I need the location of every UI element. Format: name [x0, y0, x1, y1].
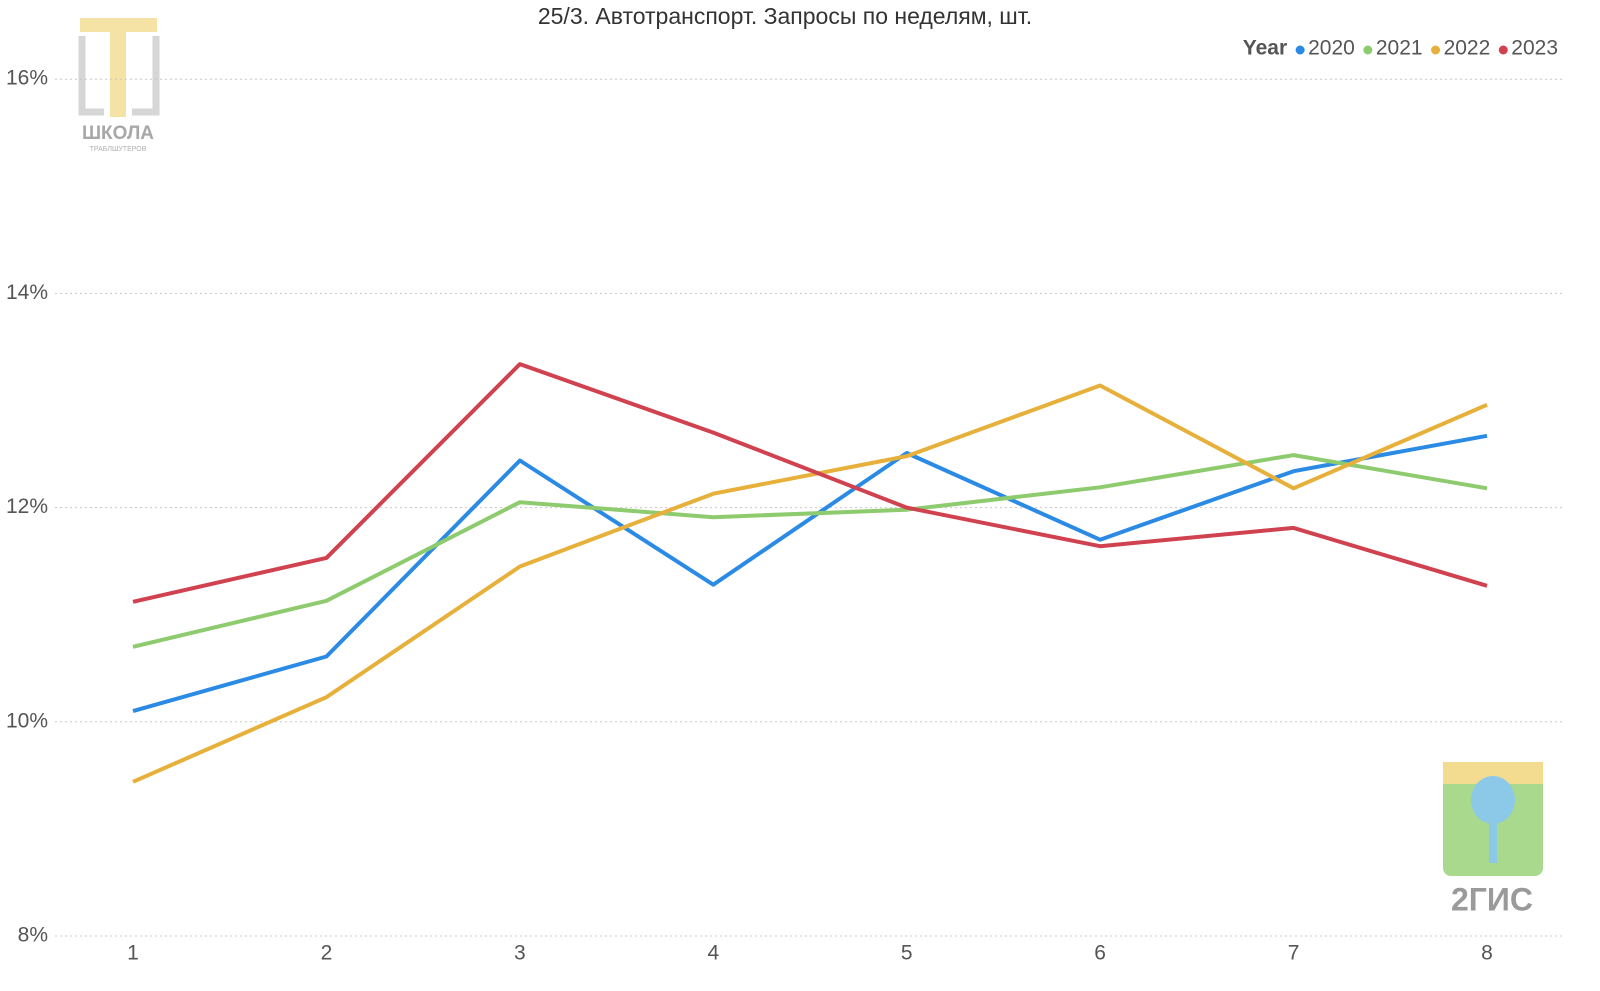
legend-marker: [1498, 45, 1508, 55]
x-tick-label: 4: [707, 942, 719, 965]
logo-shape: [110, 32, 126, 117]
x-tick-label: 1: [127, 942, 139, 965]
y-tick-label: 8%: [18, 924, 48, 947]
legend-label: 2023: [1511, 37, 1558, 60]
y-tick-label: 10%: [6, 709, 48, 732]
x-tick-label: 8: [1481, 942, 1493, 965]
x-tick-label: 7: [1288, 942, 1300, 965]
legend-label: 2022: [1444, 37, 1491, 60]
legend-marker: [1363, 45, 1373, 55]
legend-title: Year: [1243, 37, 1287, 60]
logo-subtext: ТРАБЛШУТЕРОВ: [90, 146, 147, 153]
logo-text: 2ГИС: [1451, 881, 1533, 917]
legend: Year 2020 2021 2022 2023: [1243, 37, 1558, 60]
x-tick-label: 3: [514, 942, 526, 965]
legend-marker: [1295, 45, 1305, 55]
logo-shape: [1471, 776, 1515, 824]
legend-label: 2020: [1308, 37, 1355, 60]
logo-shape: [1489, 815, 1497, 863]
x-tick-label: 6: [1094, 942, 1106, 965]
series-line: [132, 453, 1488, 649]
y-tick-label: 12%: [6, 495, 48, 518]
logo-shape: [78, 36, 160, 116]
y-tick-label: 16%: [6, 67, 48, 90]
legend-marker: [1431, 45, 1441, 55]
x-tick-label: 5: [901, 942, 913, 965]
y-tick-label: 14%: [6, 281, 48, 304]
series-line: [132, 362, 1488, 604]
x-tick-label: 2: [321, 942, 333, 965]
logo-shape: [80, 18, 157, 32]
chart-title: 25/3. Автотранспорт. Запросы по неделям,…: [538, 3, 1032, 29]
logo-text: ШКОЛА: [82, 123, 154, 144]
series-line: [132, 383, 1488, 784]
legend-label: 2021: [1376, 37, 1423, 60]
gis-logo: 2ГИС: [1443, 762, 1543, 917]
series-line: [132, 433, 1488, 714]
logo-shape: [1443, 762, 1543, 784]
school-logo: ШКОЛА ТРАБЛШУТЕРОВ: [78, 18, 160, 153]
